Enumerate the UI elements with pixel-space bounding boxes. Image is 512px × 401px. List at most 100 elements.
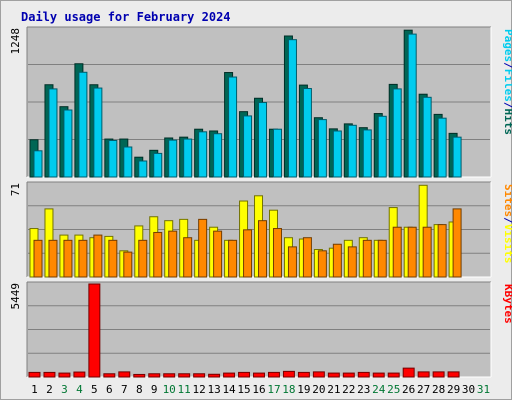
hits-bar-files [228, 76, 238, 178]
day-tick-label: 1 [31, 383, 38, 396]
hits-bar-files [287, 39, 297, 178]
sites-bar-sites [272, 228, 282, 278]
kbytes-bar-kbytes [312, 371, 325, 378]
day-tick-label: 27 [417, 383, 430, 396]
sites-bar-sites [213, 230, 223, 278]
day-tick-label: 18 [282, 383, 295, 396]
kbytes-bar-kbytes [282, 370, 295, 378]
day-tick-label: 25 [387, 383, 400, 396]
hits-bar-files [63, 109, 73, 178]
day-tick-label: 16 [252, 383, 265, 396]
kbytes-max-label: 5449 [9, 283, 22, 310]
day-tick-label: 7 [121, 383, 128, 396]
day-tick-label: 17 [267, 383, 280, 396]
day-tick-label: 11 [178, 383, 191, 396]
hits-bar-files [422, 96, 432, 178]
kbytes-bar-kbytes [327, 372, 340, 378]
hits-bar-files [93, 87, 103, 178]
hits-bar-files [168, 139, 178, 178]
sites-bar-sites [362, 239, 372, 278]
kbytes-bar-kbytes [208, 373, 221, 378]
hits-legend: Pages/Files/Hits [502, 29, 512, 135]
kbytes-bar-kbytes [372, 372, 385, 378]
kbytes-bar-kbytes [297, 371, 310, 378]
kbytes-bar-kbytes [238, 371, 251, 378]
kbytes-bar-kbytes [148, 373, 161, 378]
kbytes-legend-entry: KBytes [502, 284, 512, 324]
day-tick-label: 24 [372, 383, 386, 396]
day-tick-label: 12 [193, 383, 206, 396]
kbytes-bar-kbytes [178, 373, 191, 378]
hits-bar-files [407, 33, 417, 178]
sites-legend-entry: Sites [502, 184, 512, 217]
day-tick-label: 26 [402, 383, 415, 396]
hits-bar-files [272, 128, 282, 178]
kbytes-bar-kbytes [417, 371, 430, 378]
day-tick-label: 31 [477, 383, 490, 396]
kbytes-legend: KBytes [502, 284, 512, 324]
day-tick-label: 4 [76, 383, 83, 396]
day-tick-label: 20 [312, 383, 325, 396]
kbytes-bar-kbytes [73, 371, 86, 378]
hits-bar-files [138, 160, 148, 178]
chart-title: Daily usage for February 2024 [21, 10, 231, 24]
kbytes-bar-kbytes [163, 373, 176, 378]
sites-bar-sites [392, 226, 402, 278]
hits-bar-files [198, 131, 208, 178]
sites-bar-sites [347, 246, 357, 278]
sites-legend-entry: / [502, 217, 512, 224]
sites-bar-sites [377, 239, 387, 278]
hits-bar-files [123, 146, 133, 178]
hits-bar-files [48, 88, 58, 178]
sites-bar-sites [317, 250, 327, 278]
sites-bar-sites [243, 229, 253, 278]
sites-bar-sites [228, 239, 238, 278]
day-tick-label: 3 [61, 383, 68, 396]
kbytes-bar-kbytes [402, 367, 415, 378]
hits-bar-files [347, 124, 357, 178]
kbytes-bar-kbytes [387, 372, 400, 378]
kbytes-bar-kbytes [432, 371, 445, 378]
kbytes-bar-kbytes [118, 371, 131, 378]
kbytes-bar-kbytes [43, 371, 56, 378]
hits-bar-files [78, 71, 88, 178]
kbytes-bar-kbytes [88, 283, 101, 378]
kbytes-bar-kbytes [58, 372, 71, 378]
sites-bar-sites [168, 230, 178, 278]
sites-bar-sites [258, 220, 268, 278]
hits-max-label: 1248 [9, 28, 22, 55]
sites-legend: Sites/Visits [502, 184, 512, 264]
sites-bar-sites [422, 226, 432, 278]
hits-legend-entry: Files [502, 69, 512, 102]
hits-legend-entry: / [502, 62, 512, 69]
day-tick-label: 10 [163, 383, 176, 396]
sites-bar-sites [452, 208, 462, 278]
kbytes-bar-kbytes [133, 373, 146, 378]
day-tick-label: 21 [327, 383, 340, 396]
day-tick-label: 13 [207, 383, 220, 396]
hits-bar-files [153, 152, 163, 178]
day-tick-label: 28 [432, 383, 445, 396]
day-tick-label: 23 [357, 383, 370, 396]
sites-bar-sites [183, 237, 193, 278]
day-tick-label: 6 [106, 383, 113, 396]
sites-bar-sites [78, 239, 88, 278]
kbytes-bar-kbytes [193, 373, 206, 378]
sites-bar-sites [48, 239, 58, 278]
sites-bar-sites [153, 231, 163, 278]
sites-bar-sites [287, 246, 297, 278]
hits-bar-files [362, 129, 372, 178]
hits-bar-files [377, 115, 387, 178]
day-tick-label: 2 [46, 383, 53, 396]
hits-legend-entry: / [502, 102, 512, 109]
kbytes-bar-kbytes [267, 371, 280, 378]
hits-bar-files [437, 117, 447, 178]
day-tick-label: 14 [222, 383, 236, 396]
day-tick-label: 19 [297, 383, 310, 396]
hits-bar-files [302, 88, 312, 178]
hits-legend-entry: Pages [502, 29, 512, 62]
hits-bar-files [332, 130, 342, 178]
day-tick-label: 29 [447, 383, 460, 396]
